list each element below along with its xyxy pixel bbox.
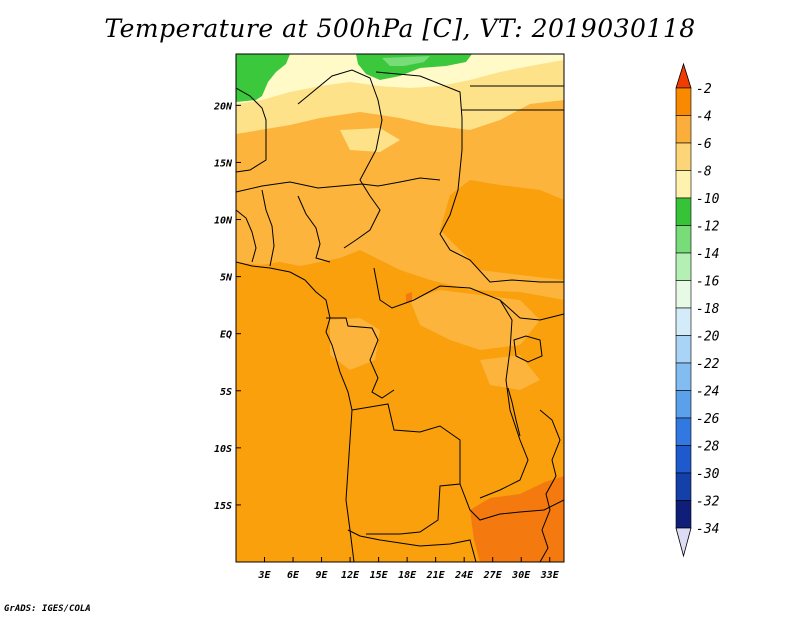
contour-minus8-minus6-patch-1 (330, 318, 380, 370)
colorbar-label: -30 (696, 467, 720, 482)
y-axis: 20N 15N 10N 5N EQ 5S 10S 15S (213, 101, 241, 512)
y-tick-label: 5S (220, 387, 232, 398)
colorbar-swatch (675, 225, 692, 254)
colorbar-label: -16 (696, 275, 720, 290)
colorbar-label: -10 (696, 192, 720, 207)
colorbar-label: -14 (696, 247, 719, 262)
x-tick-label: 18E (398, 570, 417, 581)
x-tick-label: 24E (454, 570, 474, 581)
x-tick-label: 21E (426, 570, 446, 581)
colorbar-bottom-arrow (675, 527, 692, 558)
colorbar-swatch (675, 500, 692, 529)
x-tick-label: 3E (257, 570, 271, 581)
border-north-b (297, 69, 383, 249)
colorbar-swatch (675, 142, 692, 171)
contour-minus8-minus6 (236, 90, 564, 300)
colorbar-top-arrow (675, 62, 692, 89)
contour-minus14-minus12-west (236, 54, 290, 102)
border-central-a (373, 267, 521, 319)
x-tick-label: 6E (287, 570, 300, 581)
colorbar: -2 -4 -6 -8 -10 -12 -14 -16 -18 -20 -22 -24 -26 -28 -3… (675, 62, 720, 558)
colorbar-label: -6 (696, 137, 712, 152)
colorbar-swatch (675, 87, 692, 116)
contour-minus12-minus10 (236, 54, 564, 104)
border-east-c (539, 409, 561, 562)
x-tick-label: 27E (483, 570, 503, 581)
border-congo-a (351, 403, 461, 535)
y-tick-label: 10S (214, 444, 232, 455)
colorbar-label: -28 (696, 440, 720, 455)
contour-minus4-minus2-patch (406, 292, 412, 302)
colorbar-swatch (675, 307, 692, 336)
y-tick-label: 20N (213, 101, 233, 112)
contour-minus8-minus6-patch-3 (480, 355, 540, 390)
contour-minus4-minus2 (470, 476, 564, 562)
border-nigeria (297, 195, 331, 263)
colorbar-label: -4 (696, 110, 712, 125)
colorbar-swatch (675, 472, 692, 501)
temperature-field (236, 54, 564, 562)
colorbar-swatch (675, 390, 692, 419)
y-tick-label: 15N (214, 158, 233, 169)
border-west-inner (261, 189, 275, 267)
colorbar-swatch (675, 417, 692, 446)
border-congo-b (479, 299, 529, 499)
colorbar-label: -32 (696, 495, 720, 510)
contour-minus8-minus6-patch-2 (410, 290, 540, 350)
border-north-c (375, 71, 564, 283)
borders (236, 69, 564, 562)
x-tick-label: 9E (316, 570, 329, 581)
map-title: Temperature at 500hPa [C], VT: 201903011… (104, 14, 696, 43)
colorbar-label: -26 (696, 412, 720, 427)
border-sahel (236, 177, 441, 193)
contour-minus16-minus14-north (382, 56, 430, 66)
x-tick-label: 15E (370, 570, 389, 581)
colorbar-label: -8 (696, 165, 712, 180)
colorbar-label: -22 (696, 357, 720, 372)
x-tick-label: 12E (341, 570, 360, 581)
x-tick-label: 30E (511, 570, 531, 581)
colorbar-label: -18 (696, 302, 720, 317)
colorbar-swatch (675, 362, 692, 391)
colorbar-swatch (675, 115, 692, 144)
border-lakes (519, 313, 564, 321)
y-tick-label: EQ (220, 330, 232, 341)
colorbar-label: -34 (696, 522, 719, 537)
colorbar-swatch (675, 280, 692, 309)
x-tick-label: 33E (540, 570, 560, 581)
coastline-west-africa (236, 261, 355, 562)
colorbar-label: -20 (696, 330, 720, 345)
colorbar-swatch (675, 335, 692, 364)
colorbar-label: -24 (696, 385, 719, 400)
coast-gulf-detail (236, 209, 257, 263)
plot-frame (235, 53, 565, 563)
border-south-a (347, 529, 477, 562)
contour-minus10-minus8-patch (340, 128, 400, 152)
lake-outline-1 (513, 335, 543, 363)
y-tick-label: 15S (214, 501, 232, 512)
colorbar-swatch (675, 445, 692, 474)
colorbar-swatch (675, 170, 692, 199)
y-tick-label: 5N (220, 273, 233, 284)
y-tick-label: 10N (214, 216, 233, 227)
border-central-b (326, 317, 395, 399)
grads-credit: GrADS: IGES/COLA (4, 604, 91, 614)
colorbar-swatch (675, 197, 692, 226)
lake-outline-2 (507, 387, 521, 437)
border-south-b (459, 483, 564, 521)
x-axis: 3E 6E 9E 12E 15E 18E 21E 24E 27E 30E 33E (257, 557, 560, 581)
colorbar-swatch (675, 252, 692, 281)
colorbar-label: -12 (696, 220, 720, 235)
border-north-a (236, 87, 267, 173)
colorbar-label: -2 (696, 82, 712, 97)
